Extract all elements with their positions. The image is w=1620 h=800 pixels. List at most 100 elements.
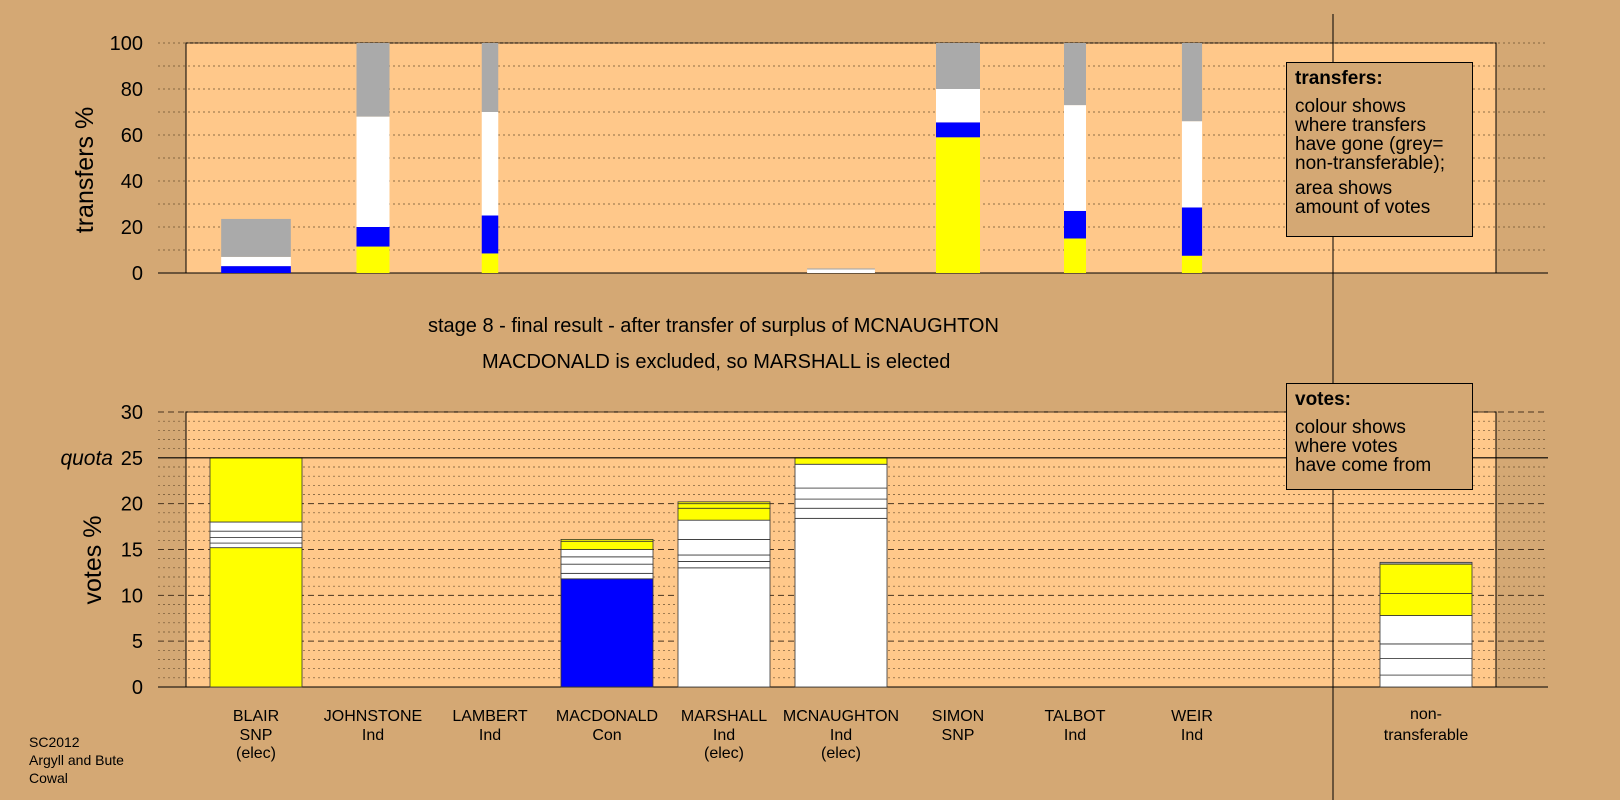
quota-label: quota [60,447,113,470]
legend-transfers-title: transfers: [1295,68,1383,89]
candidate-name-label: TALBOT [1044,708,1105,725]
transfer-bar-segment-simon [936,89,980,123]
vote-bar-segment-non-transferable [1379,561,1473,565]
vote-bar-segment-blair [209,457,303,523]
vote-bar-segment-macdonald [560,540,654,550]
transfer-bar-segment-blair [221,218,291,257]
vote-bar-segment-non-transferable [1379,563,1473,594]
votes-ytick-label: 25 [121,448,143,470]
votes-ytick-label: 0 [132,677,143,699]
transfer-bar-segment-weir [1181,43,1203,122]
transfer-bar-segment-lambert [481,43,499,112]
transfer-bar-segment-talbot [1064,238,1086,273]
vote-bar-segment-mcnaughton [794,463,888,489]
vote-bar-segment-macdonald [560,563,654,574]
transfer-bar-segment-simon [936,122,980,138]
vote-bar-segment-macdonald [560,572,654,580]
transfer-bar-segment-mcnaughton [807,268,875,270]
footer-election-info: SC2012 Argyll and Bute Cowal [29,734,124,786]
vote-bar-segment-macdonald [560,578,654,688]
legend-votes: votes: colour shows where votes have com… [1286,383,1473,490]
candidate-name-label: SIMON [932,708,984,725]
transfers-ytick-label: 80 [121,79,143,101]
legend-transfers-colour-text: colour shows where transfers have gone (… [1295,96,1445,174]
vote-bar-segment-non-transferable [1379,643,1473,659]
transfer-bar-segment-blair [221,266,291,273]
nontransferable-label-line2: transferable [1384,727,1469,744]
vote-bar-segment-non-transferable [1379,615,1473,645]
candidate-party-label: SNP [240,727,273,744]
vote-bar-segment-blair [209,530,303,538]
vote-bar-segment-macdonald [560,549,654,558]
transfers-ytick-label: 0 [132,263,143,285]
votes-ytick-label: 15 [121,540,143,562]
vote-bar-segment-marshall [677,561,771,569]
candidate-party-label: Ind [1181,727,1203,744]
candidate-elected-label: (elec) [236,745,276,762]
candidate-party-label: SNP [942,727,975,744]
transfer-bar-segment-talbot [1064,210,1086,239]
legend-votes-title: votes: [1295,389,1351,410]
caption-result: MACDONALD is excluded, so MARSHALL is el… [482,351,951,373]
transfer-bar-segment-blair [221,256,291,267]
transfer-bar-segment-talbot [1064,43,1086,106]
candidate-party-label: Ind [1064,727,1086,744]
transfer-bar-segment-lambert [481,112,499,216]
vote-bar-segment-marshall [677,554,771,562]
votes-ytick-label: 20 [121,494,143,516]
vote-bar-segment-mcnaughton [794,498,888,509]
transfer-bar-segment-weir [1181,207,1203,256]
legend-transfers-area-text: area shows amount of votes [1295,178,1431,218]
candidate-elected-label: (elec) [704,745,744,762]
transfer-bar-segment-weir [1181,255,1203,273]
transfer-bar-segment-lambert [481,253,499,273]
vote-bar-segment-marshall [677,503,771,509]
transfer-bar-segment-johnstone [356,227,390,247]
candidate-name-label: MCNAUGHTON [783,708,899,725]
candidate-name-label: JOHNSTONE [324,708,422,725]
nontransferable-label-line1: non- [1410,706,1442,723]
vote-bar-segment-blair [209,542,303,549]
vote-bar-segment-marshall [677,519,771,540]
candidate-name-label: WEIR [1171,708,1213,725]
transfer-bar-segment-johnstone [356,246,390,273]
vote-bar-segment-macdonald [560,539,654,542]
candidate-party-label: Ind [362,727,384,744]
vote-bar-segment-marshall [677,507,771,521]
vote-bar-segment-marshall [677,567,771,688]
transfers-axis-label: transfers % [71,107,99,233]
transfer-bar-segment-simon [936,43,980,89]
transfer-bar-segment-lambert [481,215,499,254]
votes-ytick-label: 5 [132,631,143,653]
vote-bar-segment-mcnaughton [794,457,888,465]
vote-bar-segment-mcnaughton [794,517,888,688]
candidate-party-label: Ind [479,727,501,744]
legend-votes-colour-text: colour shows where votes have come from [1295,417,1432,476]
vote-bar-segment-marshall [677,501,771,505]
vote-bar-segment-mcnaughton [794,487,888,500]
transfer-bar-segment-johnstone [356,116,390,227]
candidate-name-label: MACDONALD [556,708,658,725]
candidate-name-label: LAMBERT [452,708,528,725]
legend-transfers: transfers: colour shows where transfers … [1286,62,1473,237]
transfer-bar-segment-mcnaughton [807,269,875,273]
vote-bar-segment-blair [209,547,303,688]
vote-bar-segment-macdonald [560,556,654,565]
candidate-party-label: Ind [830,727,852,744]
votes-ytick-label: 10 [121,585,143,607]
candidate-elected-label: (elec) [821,745,861,762]
transfer-bar-segment-talbot [1064,105,1086,211]
vote-bar-segment-non-transferable [1379,658,1473,676]
transfer-bar-segment-johnstone [356,43,390,117]
transfers-ytick-label: 100 [110,33,143,55]
candidate-name-label: BLAIR [233,708,279,725]
candidate-party-label: Ind [713,727,735,744]
vote-bar-segment-blair [209,537,303,544]
transfers-ytick-label: 60 [121,125,143,147]
vote-bar-segment-mcnaughton [794,507,888,519]
caption-stage: stage 8 - final result - after transfer … [428,315,999,337]
votes-ytick-label: 30 [121,402,143,424]
transfers-ytick-label: 40 [121,171,143,193]
